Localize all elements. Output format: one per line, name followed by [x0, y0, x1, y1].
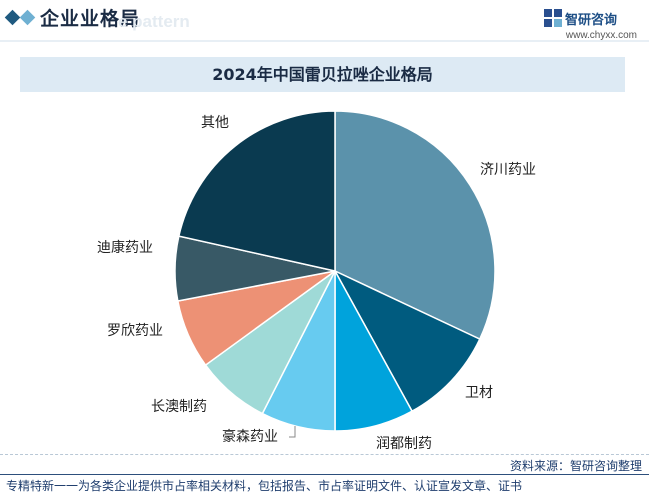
header-diamond-icon — [19, 9, 36, 26]
slice-label: 润都制药 — [376, 436, 432, 450]
chart-title: 2024年中国雷贝拉唑企业格局 — [212, 65, 433, 84]
pie-slice — [177, 110, 336, 272]
logo-name: 智研咨询 — [565, 13, 618, 28]
page-header: 企业业格局 e pattern 智研咨询 www.chyxx.com — [0, 0, 649, 41]
slice-label: 豪森药业 — [222, 429, 278, 445]
footer-divider — [0, 474, 649, 475]
section-title: 企业业格局 — [40, 8, 141, 30]
label-leader-line — [289, 426, 296, 438]
brand-logo[interactable]: 智研咨询 www.chyxx.com — [537, 7, 637, 41]
slice-label: 卫材 — [465, 385, 493, 401]
slice-label: 罗欣药业 — [107, 323, 163, 339]
slice-label: 长澳制药 — [151, 399, 207, 415]
footer-tagline: 专精特新一一为各类企业提供市占率相关材料，包括报告、市占率证明文件、认证宣发文章… — [6, 479, 523, 493]
header-diamond-icon — [4, 9, 21, 26]
page-footer: 资料来源：智研咨询整理 专精特新一一为各类企业提供市占率相关材料，包括报告、市占… — [0, 454, 649, 499]
slice-label: 其他 — [201, 115, 229, 131]
chart-title-bar: 2024年中国雷贝拉唑企业格局 — [20, 57, 625, 92]
slice-label: 济川药业 — [480, 162, 536, 178]
logo-icon — [544, 9, 562, 27]
pie-slice — [333, 269, 481, 413]
source-note: 资料来源：智研咨询整理 — [509, 459, 642, 473]
pie-slice — [334, 110, 496, 341]
section-subtitle-ghost: e pattern — [118, 12, 190, 31]
logo-url[interactable]: www.chyxx.com — [565, 30, 637, 41]
header-divider — [0, 40, 649, 42]
slice-label: 迪康药业 — [97, 239, 153, 256]
